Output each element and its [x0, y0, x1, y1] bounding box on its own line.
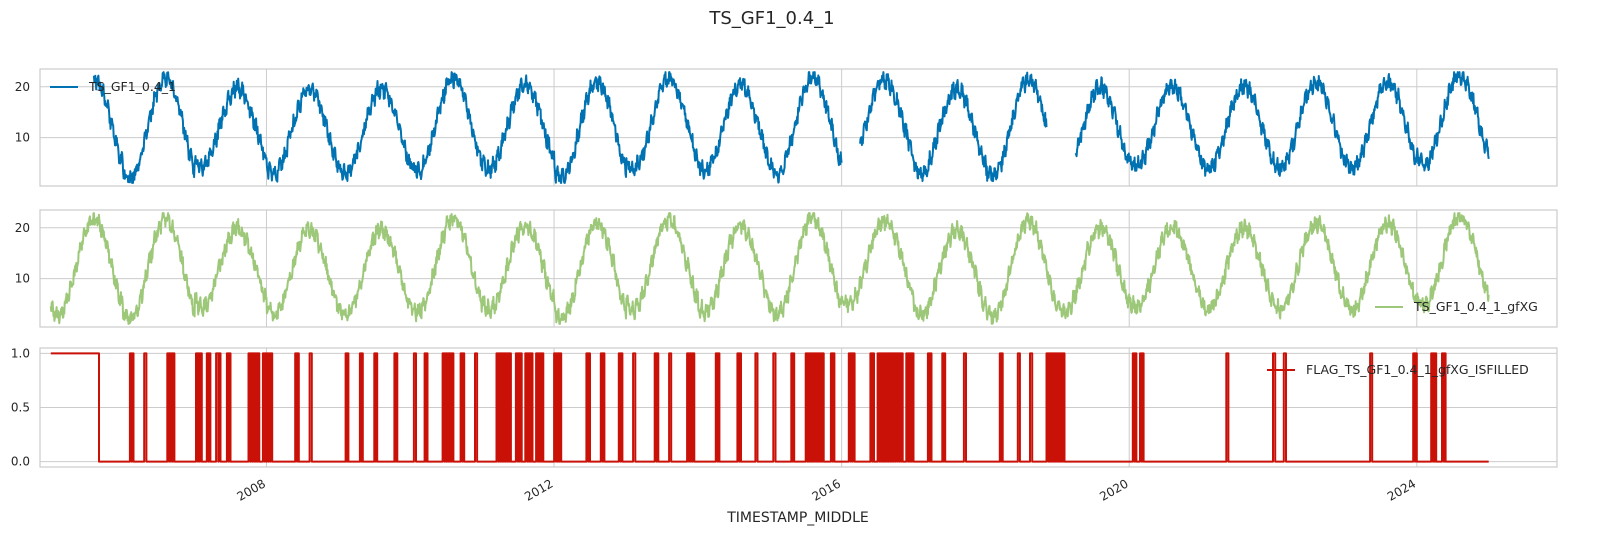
y-tick-label: 10 — [15, 272, 30, 286]
x-tick-label: 2008 — [235, 476, 268, 503]
x-tick-label: 2012 — [522, 476, 555, 503]
legend-label: TS_GF1_0.4_1 — [88, 79, 176, 94]
axes-frame — [39, 209, 1558, 328]
y-tick-label: 0.5 — [11, 401, 30, 415]
panel-2: 10 20 TS_GF1_0.4_1_gfXG — [15, 209, 1558, 328]
x-tick-label: 2024 — [1385, 476, 1418, 503]
y-tick-label: 1.0 — [11, 346, 30, 360]
y-tick-label: 0.0 — [11, 455, 30, 469]
x-axis: 2008 2012 2016 2020 2024 — [235, 476, 1419, 503]
series-line-2 — [49, 212, 1490, 325]
y-tick-label: 20 — [15, 221, 30, 235]
chart-title: TS_GF1_0.4_1 — [708, 8, 834, 29]
panel-1: 10 20 TS_GF1_0.4_1 — [15, 68, 1558, 187]
axes-frame — [39, 347, 1558, 468]
legend-label: FLAG_TS_GF1_0.4_1_gfXG_ISFILLED — [1306, 362, 1529, 377]
legend-label: TS_GF1_0.4_1_gfXG — [1413, 299, 1538, 314]
series-line-1 — [92, 71, 1490, 184]
x-axis-label: TIMESTAMP_MIDDLE — [726, 510, 868, 526]
panels: 10 20 TS_GF1_0.4_1 10 20 TS_GF1_0.4_1_gfXG 0.0… — [11, 68, 1558, 469]
x-tick-label: 2016 — [810, 476, 843, 503]
x-tick-label: 2020 — [1097, 476, 1130, 503]
legend: TS_GF1_0.4_1 — [50, 79, 176, 94]
panel-3: 0.0 0.5 1.0 FLAG_TS_GF1_0.4_1_gfXG_ISFILLED — [11, 346, 1558, 469]
y-tick-label: 20 — [15, 80, 30, 94]
legend: FLAG_TS_GF1_0.4_1_gfXG_ISFILLED — [1267, 362, 1529, 377]
axes-frame — [39, 68, 1558, 187]
y-tick-label: 10 — [15, 131, 30, 145]
legend: TS_GF1_0.4_1_gfXG — [1375, 299, 1538, 314]
series-line-3 — [50, 352, 1489, 463]
